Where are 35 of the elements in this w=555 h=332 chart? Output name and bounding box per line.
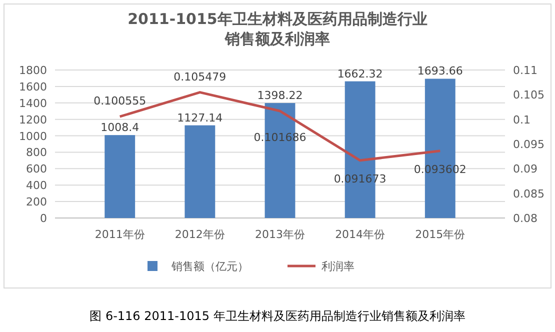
data-label: 0.105479 [174, 70, 226, 84]
x-tick-label: 2012年份 [174, 228, 225, 241]
bar [104, 135, 136, 218]
data-label: 1662.32 [337, 67, 383, 80]
y2-tick-label: 0.1 [513, 113, 530, 126]
y-tick-label: 0 [40, 212, 47, 225]
y-tick-label: 200 [26, 196, 47, 209]
x-tick-label: 2013年份 [255, 228, 305, 241]
data-label: 1398.22 [257, 89, 303, 102]
data-label: 1693.66 [417, 64, 463, 78]
chart-title: 2011-1015年卫生材料及医药用品制造行业销售额及利润率 [128, 10, 428, 48]
y-tick-label: 1400 [19, 96, 47, 110]
y2-tick-label: 0.09 [513, 162, 538, 176]
y2-tick-label: 0.11 [513, 64, 538, 77]
legend-label: 利润率 [322, 260, 354, 273]
y2-tick-label: 0.105 [513, 88, 544, 102]
x-tick-label: 2014年份 [335, 228, 386, 241]
y-tick-label: 800 [26, 146, 47, 160]
y-tick-label: 1800 [19, 64, 47, 77]
x-tick-label: 2015年份 [415, 228, 466, 241]
y2-tick-label: 0.085 [513, 187, 544, 200]
y-tick-label: 1600 [19, 80, 47, 94]
y-tick-label: 400 [26, 179, 47, 192]
data-label: 0.100555 [94, 94, 146, 108]
data-label: 1008.4 [100, 121, 140, 134]
y-tick-label: 1200 [19, 113, 47, 126]
caption: 图 6-116 2011-1015 年卫生材料及医药用品制造行业销售额及利润率 [90, 309, 466, 323]
y-tick-label: 1000 [19, 130, 47, 143]
x-tick-label: 2011年份 [94, 228, 145, 241]
y2-tick-label: 0.095 [513, 138, 544, 151]
y2-tick-label: 0.08 [513, 212, 538, 225]
y-tick-label: 600 [26, 162, 47, 176]
bar [184, 125, 216, 218]
legend-label: 销售额（亿元） [170, 260, 248, 273]
data-label: 1127.14 [177, 111, 223, 124]
